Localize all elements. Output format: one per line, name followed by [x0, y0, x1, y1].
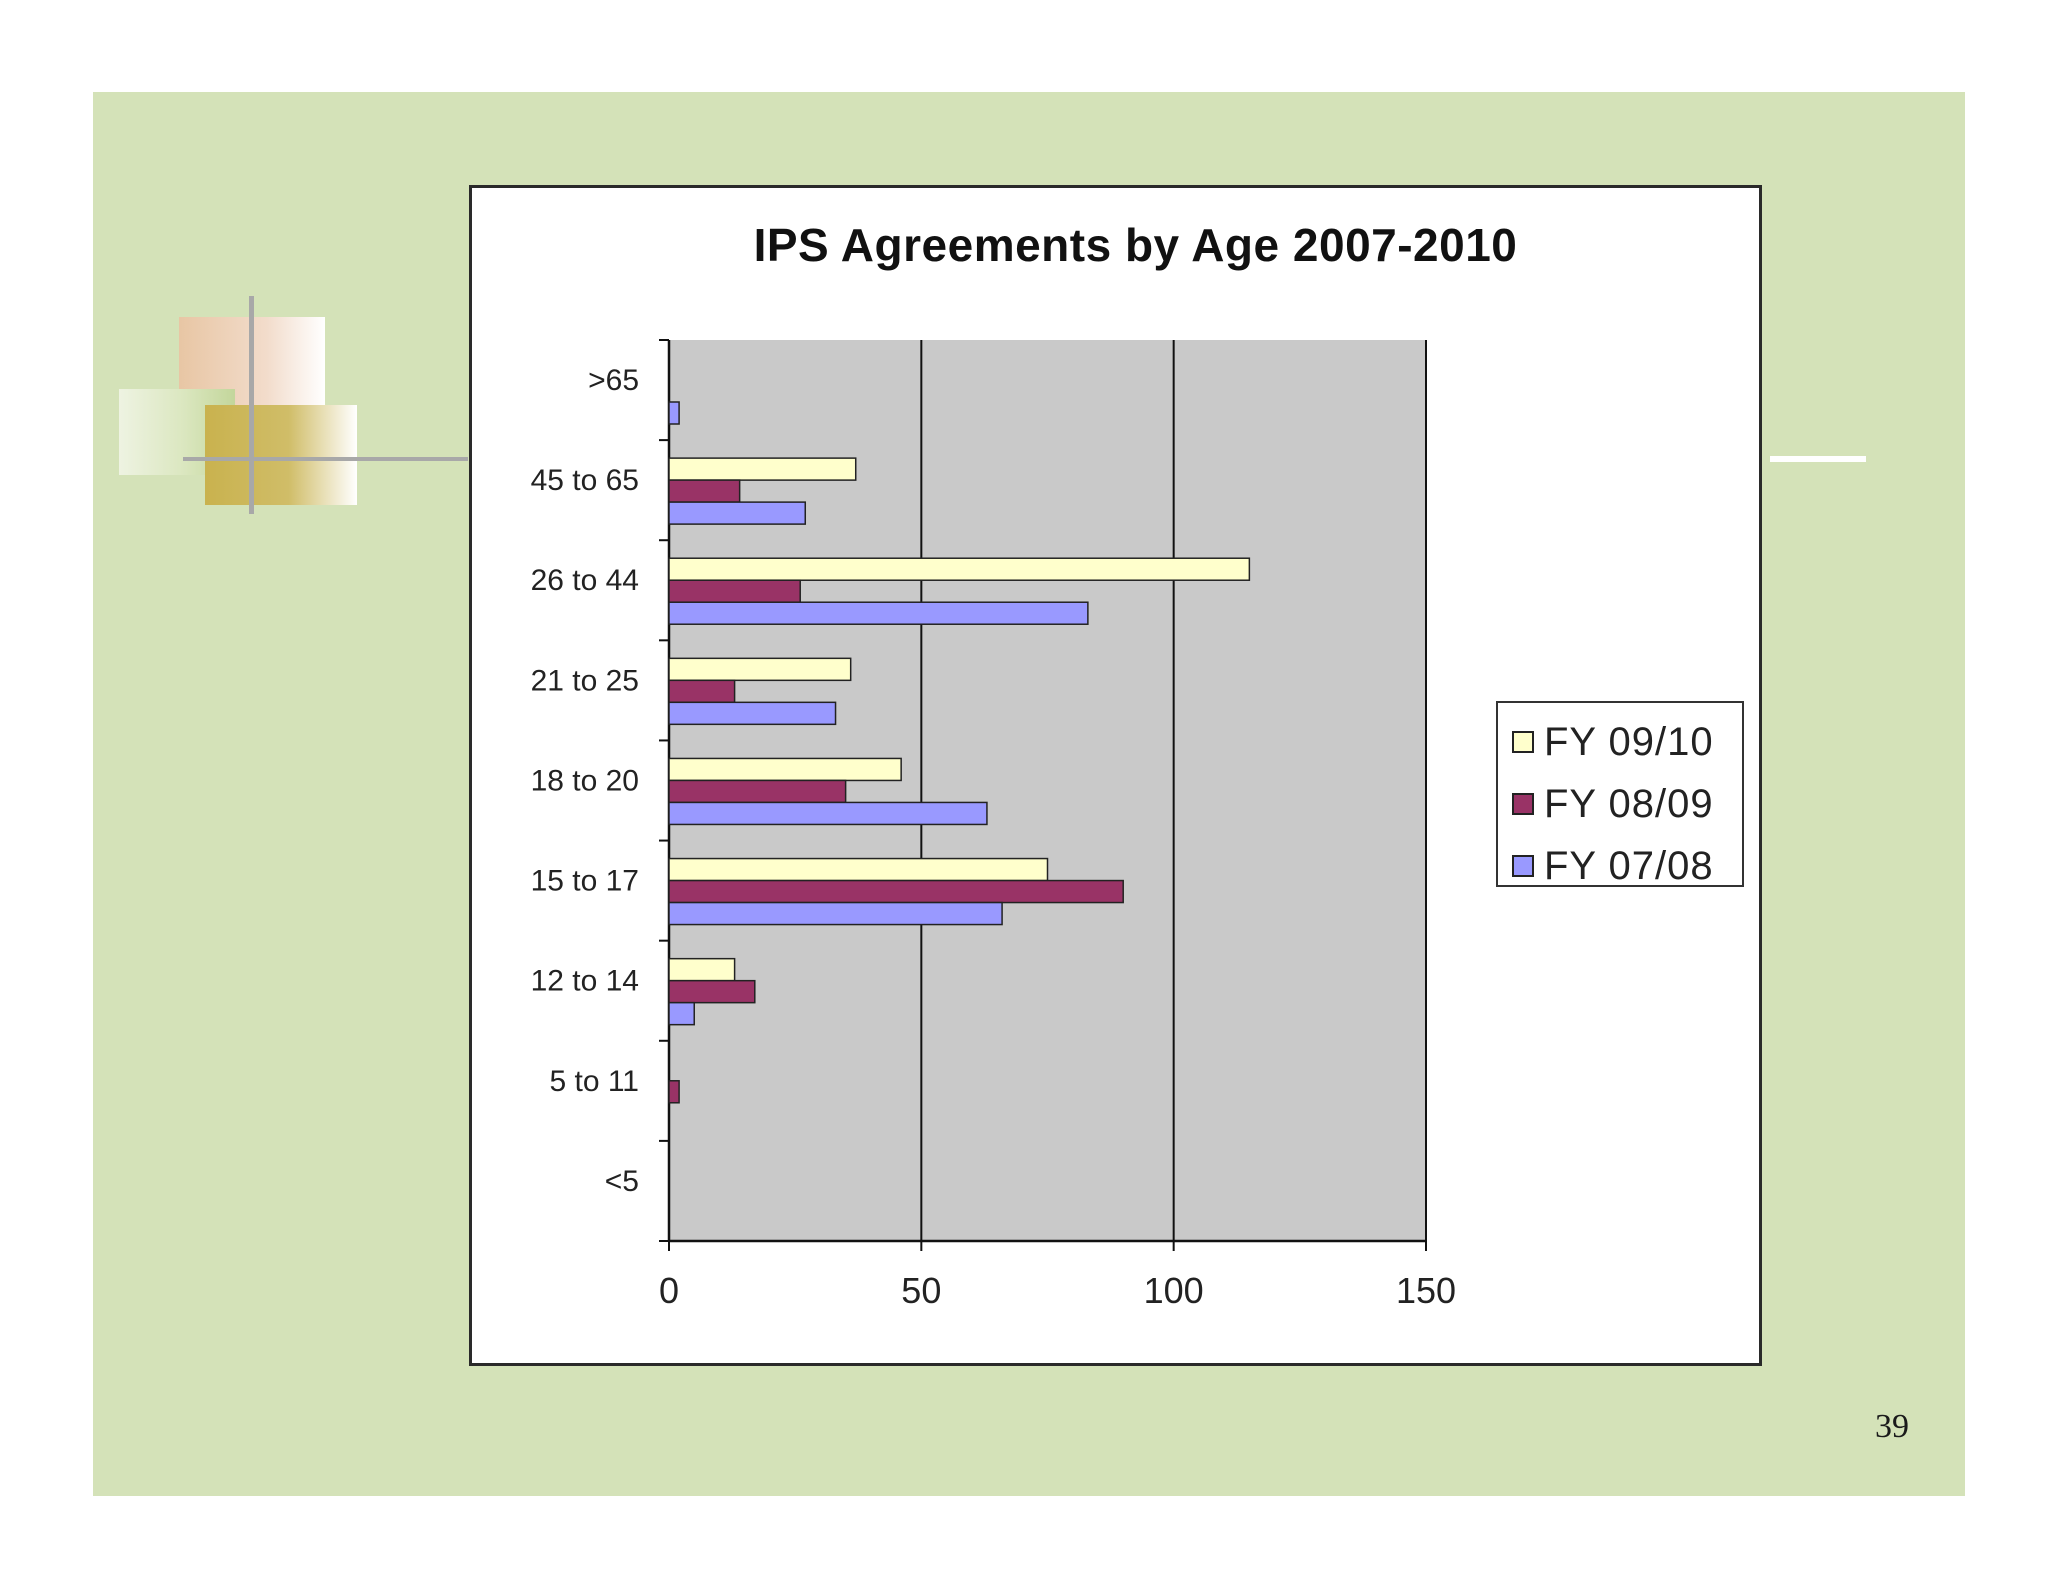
bar — [668, 601, 1089, 625]
slide-background: IPS Agreements by Age 2007-2010 0 50 100 15… — [93, 92, 1965, 1496]
legend-swatch — [1512, 731, 1534, 753]
chart-frame: IPS Agreements by Age 2007-2010 0 50 100 15… — [469, 185, 1762, 1366]
bar — [668, 401, 680, 425]
y-tick-label: 45 to 65 — [531, 464, 639, 497]
x-tick-label: 150 — [1396, 1270, 1456, 1311]
legend-item: FY 09/10 — [1512, 711, 1742, 773]
y-tick-label: 15 to 17 — [531, 865, 639, 898]
decorative-line-vertical — [249, 296, 254, 514]
decorative-line-horizontal — [183, 457, 468, 461]
y-tick-label: 12 to 14 — [531, 965, 639, 998]
bar — [668, 501, 807, 525]
legend-label: FY 08/09 — [1544, 781, 1714, 826]
bar — [668, 801, 988, 826]
y-tick-label: <5 — [605, 1165, 639, 1198]
legend-swatch — [1512, 793, 1534, 815]
bar — [668, 757, 902, 782]
page-number: 39 — [1875, 1408, 1909, 1445]
bar — [668, 579, 801, 603]
x-tick-label: 0 — [659, 1270, 679, 1311]
x-tick-label: 100 — [1144, 1270, 1204, 1311]
bar — [668, 1001, 695, 1026]
decorative-square-olive — [205, 405, 357, 505]
y-tick-label: 21 to 25 — [531, 664, 639, 697]
bar — [668, 657, 852, 682]
legend-label: FY 07/08 — [1544, 843, 1714, 888]
legend-label: FY 09/10 — [1544, 719, 1714, 764]
legend-item: FY 08/09 — [1512, 773, 1742, 835]
bar — [668, 557, 1251, 581]
bar — [668, 701, 837, 726]
bar — [668, 479, 741, 503]
bar — [668, 901, 1003, 926]
bar — [668, 1080, 680, 1104]
bar — [668, 879, 1124, 904]
y-tick-label: 26 to 44 — [531, 564, 639, 597]
legend-item: FY 07/08 — [1512, 835, 1742, 897]
bar — [668, 979, 756, 1004]
bar — [668, 679, 736, 704]
x-tick-label: 50 — [901, 1270, 941, 1311]
bar — [668, 957, 736, 982]
y-tick-label: 5 to 11 — [549, 1065, 639, 1098]
bar-chart: 0 50 100 150 >65 45 to 65 26 to 44 21 to 25 18 t… — [531, 339, 1456, 1311]
bar — [668, 457, 857, 481]
y-tick-label: 18 to 20 — [531, 764, 639, 797]
chart-title: IPS Agreements by Age 2007-2010 — [753, 219, 1518, 271]
bar — [668, 857, 1049, 882]
chart-legend: FY 09/10 FY 08/09 FY 07/08 — [1496, 701, 1744, 888]
y-tick-label: >65 — [588, 364, 639, 397]
legend-swatch — [1512, 855, 1534, 877]
decorative-line-right — [1770, 456, 1866, 462]
bar — [668, 779, 847, 804]
